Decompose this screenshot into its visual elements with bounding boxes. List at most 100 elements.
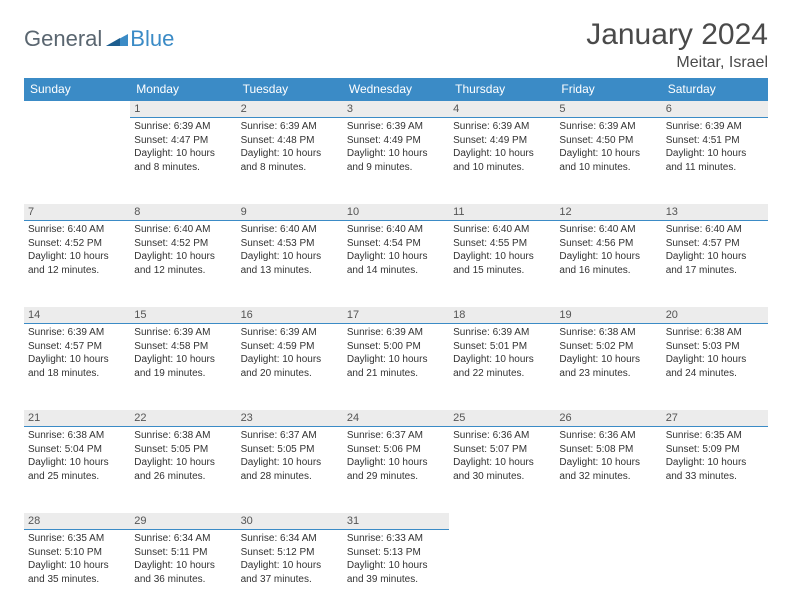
daylight-text: Daylight: 10 hours and 16 minutes. — [559, 250, 657, 277]
sunrise-text: Sunrise: 6:40 AM — [347, 223, 445, 237]
day-cell: Sunrise: 6:39 AMSunset: 5:00 PMDaylight:… — [343, 324, 449, 410]
sunset-text: Sunset: 5:11 PM — [134, 546, 232, 560]
day-number — [555, 513, 661, 517]
day-detail: Sunrise: 6:35 AMSunset: 5:10 PMDaylight:… — [24, 530, 130, 590]
day-detail: Sunrise: 6:37 AMSunset: 5:06 PMDaylight:… — [343, 427, 449, 487]
daylight-text: Daylight: 10 hours and 20 minutes. — [241, 353, 339, 380]
day-detail: Sunrise: 6:38 AMSunset: 5:05 PMDaylight:… — [130, 427, 236, 487]
day-cell: Sunrise: 6:36 AMSunset: 5:07 PMDaylight:… — [449, 427, 555, 513]
day-cell: Sunrise: 6:40 AMSunset: 4:53 PMDaylight:… — [237, 221, 343, 307]
day-cell: Sunrise: 6:39 AMSunset: 4:57 PMDaylight:… — [24, 324, 130, 410]
weekday-header: Sunday — [24, 78, 130, 101]
sunset-text: Sunset: 4:52 PM — [134, 237, 232, 251]
day-cell: Sunrise: 6:39 AMSunset: 4:59 PMDaylight:… — [237, 324, 343, 410]
sunrise-text: Sunrise: 6:40 AM — [666, 223, 764, 237]
day-number: 25 — [449, 410, 555, 427]
day-number: 5 — [555, 101, 661, 118]
brand-mark-icon — [106, 28, 128, 51]
sunset-text: Sunset: 5:12 PM — [241, 546, 339, 560]
sunrise-text: Sunrise: 6:39 AM — [241, 120, 339, 134]
day-cell: Sunrise: 6:40 AMSunset: 4:52 PMDaylight:… — [24, 221, 130, 307]
day-number: 23 — [237, 410, 343, 427]
day-detail: Sunrise: 6:39 AMSunset: 4:51 PMDaylight:… — [662, 118, 768, 178]
day-cell: Sunrise: 6:35 AMSunset: 5:10 PMDaylight:… — [24, 530, 130, 616]
day-number: 15 — [130, 307, 236, 324]
day-detail: Sunrise: 6:36 AMSunset: 5:07 PMDaylight:… — [449, 427, 555, 487]
day-number: 20 — [662, 307, 768, 324]
day-detail: Sunrise: 6:39 AMSunset: 4:49 PMDaylight:… — [343, 118, 449, 178]
sunset-text: Sunset: 4:51 PM — [666, 134, 764, 148]
sunrise-text: Sunrise: 6:40 AM — [453, 223, 551, 237]
sunrise-text: Sunrise: 6:39 AM — [666, 120, 764, 134]
sunset-text: Sunset: 5:03 PM — [666, 340, 764, 354]
daynum-row: 28293031 — [24, 513, 768, 530]
daylight-text: Daylight: 10 hours and 35 minutes. — [28, 559, 126, 586]
sunset-text: Sunset: 4:53 PM — [241, 237, 339, 251]
daynum-row: 14151617181920 — [24, 307, 768, 324]
daylight-text: Daylight: 10 hours and 39 minutes. — [347, 559, 445, 586]
daylight-text: Daylight: 10 hours and 10 minutes. — [559, 147, 657, 174]
sunset-text: Sunset: 5:07 PM — [453, 443, 551, 457]
sunrise-text: Sunrise: 6:34 AM — [241, 532, 339, 546]
sunset-text: Sunset: 4:55 PM — [453, 237, 551, 251]
day-number: 12 — [555, 204, 661, 221]
sunrise-text: Sunrise: 6:37 AM — [241, 429, 339, 443]
sunset-text: Sunset: 4:57 PM — [666, 237, 764, 251]
day-cell: Sunrise: 6:40 AMSunset: 4:52 PMDaylight:… — [130, 221, 236, 307]
day-number: 26 — [555, 410, 661, 427]
day-number: 27 — [662, 410, 768, 427]
sunset-text: Sunset: 4:48 PM — [241, 134, 339, 148]
detail-row: Sunrise: 6:39 AM Sunset: 4:57 PM Daylight:… — [24, 324, 768, 410]
day-number — [662, 513, 768, 517]
sunrise-text: Sunrise: 6:39 AM — [134, 326, 232, 340]
day-detail: Sunrise: 6:34 AMSunset: 5:11 PMDaylight:… — [130, 530, 236, 590]
calendar-body: 123456Sunrise: 6:39 AMSunset: 4:47 PMDay… — [24, 101, 768, 616]
detail-row: Sunrise: 6:38 AMSunset: 5:04 PMDaylight:… — [24, 427, 768, 513]
daylight-text: Daylight: 10 hours and 21 minutes. — [347, 353, 445, 380]
day-number: 28 — [24, 513, 130, 530]
brand-part1: General — [24, 26, 102, 52]
day-detail: Sunrise: 6:39 AMSunset: 4:59 PMDaylight:… — [237, 324, 343, 384]
day-detail: Sunrise: 6:40 AMSunset: 4:55 PMDaylight:… — [449, 221, 555, 281]
daylight-text: Daylight: 10 hours and 29 minutes. — [347, 456, 445, 483]
sunset-text: Sunset: 5:00 PM — [347, 340, 445, 354]
weekday-header: Wednesday — [343, 78, 449, 101]
day-cell: Sunrise: 6:39 AMSunset: 4:47 PMDaylight:… — [130, 118, 236, 204]
weekday-header: Monday — [130, 78, 236, 101]
day-cell: Sunrise: 6:37 AMSunset: 5:05 PMDaylight:… — [237, 427, 343, 513]
day-cell: Sunrise: 6:35 AMSunset: 5:09 PMDaylight:… — [662, 427, 768, 513]
daylight-text: Daylight: 10 hours and 19 minutes. — [134, 353, 232, 380]
sunrise-text: Sunrise: 6:39 AM — [241, 326, 339, 340]
day-number: 22 — [130, 410, 236, 427]
sunrise-text: Sunrise: 6:39 AM — [453, 326, 551, 340]
day-detail: Sunrise: 6:40 AMSunset: 4:53 PMDaylight:… — [237, 221, 343, 281]
daylight-text: Daylight: 10 hours and 32 minutes. — [559, 456, 657, 483]
day-detail: Sunrise: 6:39 AMSunset: 5:00 PMDaylight:… — [343, 324, 449, 384]
sunset-text: Sunset: 4:49 PM — [453, 134, 551, 148]
sunset-text: Sunset: 4:57 PM — [28, 340, 126, 354]
sunrise-text: Sunrise: 6:36 AM — [559, 429, 657, 443]
sunset-text: Sunset: 5:04 PM — [28, 443, 126, 457]
day-number: 21 — [24, 410, 130, 427]
day-cell — [662, 530, 768, 616]
sunrise-text: Sunrise: 6:40 AM — [134, 223, 232, 237]
daylight-text: Daylight: 10 hours and 26 minutes. — [134, 456, 232, 483]
sunset-text: Sunset: 5:09 PM — [666, 443, 764, 457]
day-number: 30 — [237, 513, 343, 530]
day-cell: Sunrise: 6:39 AMSunset: 4:49 PMDaylight:… — [449, 118, 555, 204]
sunrise-text: Sunrise: 6:39 AM — [134, 120, 232, 134]
sunset-text: Sunset: 4:54 PM — [347, 237, 445, 251]
sunset-text: Sunset: 5:01 PM — [453, 340, 551, 354]
day-cell: Sunrise: 6:39 AMSunset: 5:01 PMDaylight:… — [449, 324, 555, 410]
day-detail: Sunrise: 6:39 AMSunset: 4:49 PMDaylight:… — [449, 118, 555, 178]
day-detail: Sunrise: 6:40 AMSunset: 4:56 PMDaylight:… — [555, 221, 661, 281]
day-number — [449, 513, 555, 517]
day-detail: Sunrise: 6:33 AMSunset: 5:13 PMDaylight:… — [343, 530, 449, 590]
day-number: 4 — [449, 101, 555, 118]
daylight-text: Daylight: 10 hours and 28 minutes. — [241, 456, 339, 483]
sunset-text: Sunset: 5:13 PM — [347, 546, 445, 560]
day-number: 24 — [343, 410, 449, 427]
sunset-text: Sunset: 4:56 PM — [559, 237, 657, 251]
daylight-text: Daylight: 10 hours and 9 minutes. — [347, 147, 445, 174]
day-detail: Sunrise: 6:39 AMSunset: 4:57 PMDaylight:… — [24, 324, 130, 384]
